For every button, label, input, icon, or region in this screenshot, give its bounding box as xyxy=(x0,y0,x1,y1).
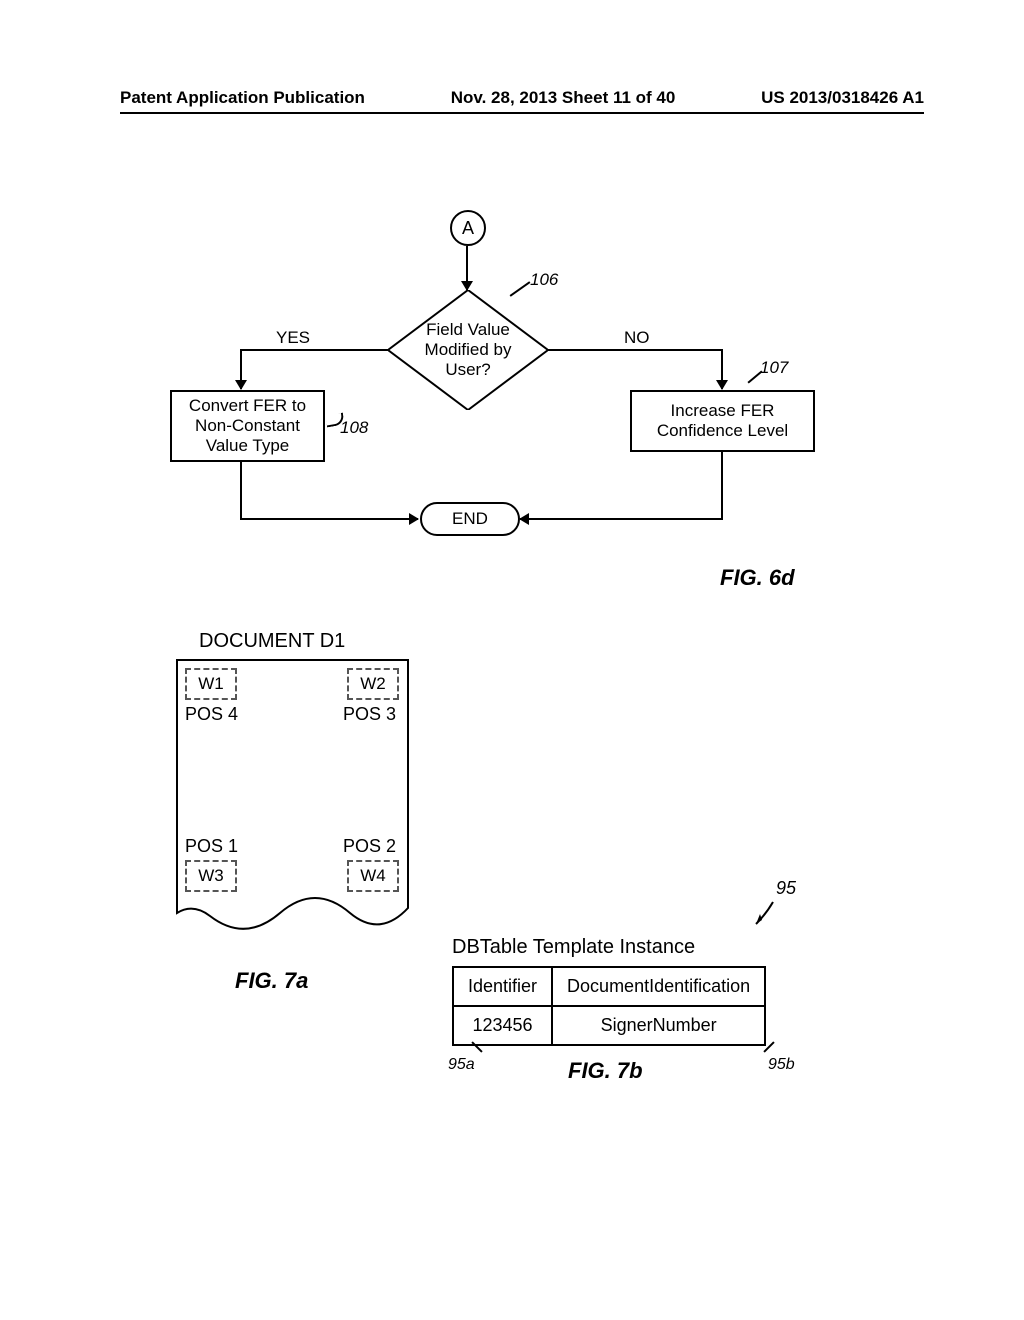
flow-edge-right-to-end-v xyxy=(721,452,723,520)
dbtable: Identifier DocumentIdentification 123456… xyxy=(452,966,766,1046)
flow-edge-left-to-end-h xyxy=(240,518,418,520)
figure-7a-caption: FIG. 7a xyxy=(235,968,308,994)
ref-arrow-95 xyxy=(748,900,778,930)
pos-label-1: POS 1 xyxy=(185,836,238,857)
figure-7a-title: DOCUMENT D1 xyxy=(199,630,345,653)
ref-label-107: 107 xyxy=(760,358,788,378)
header-center: Nov. 28, 2013 Sheet 11 of 40 xyxy=(451,88,676,108)
flow-edge-left-to-end-v xyxy=(240,462,242,520)
flow-edge-a-to-decision xyxy=(466,246,468,290)
pos-label-4: POS 4 xyxy=(185,704,238,725)
widget-w2: W2 xyxy=(347,668,399,700)
flow-process-right: Increase FER Confidence Level xyxy=(630,390,815,452)
widget-w1: W1 xyxy=(185,668,237,700)
flow-terminator-end: END xyxy=(420,502,520,536)
table-row: 123456 SignerNumber xyxy=(453,1006,765,1045)
table-row: Identifier DocumentIdentification xyxy=(453,967,765,1006)
table-cell: 123456 xyxy=(453,1006,552,1045)
pos-label-3: POS 3 xyxy=(343,704,396,725)
flow-process-left: Convert FER to Non-Constant Value Type xyxy=(170,390,325,462)
flow-edge-yes-label: YES xyxy=(272,328,314,348)
widget-w3: W3 xyxy=(185,860,237,892)
flow-connector-a: A xyxy=(450,210,486,246)
flow-decision-text: Field Value Modified by User? xyxy=(388,320,548,380)
ref-label-95b: 95b xyxy=(768,1056,795,1074)
ref-label-106: 106 xyxy=(530,270,558,290)
flow-edge-no-h xyxy=(548,349,723,351)
dbtable-title: DBTable Template Instance xyxy=(452,936,695,959)
figure-7b-table: 95 DBTable Template Instance Identifier … xyxy=(448,878,828,1098)
ref-label-108: 108 xyxy=(340,418,368,438)
flow-edge-no-v xyxy=(721,349,723,389)
figure-6d-caption: FIG. 6d xyxy=(720,565,795,591)
page-header: Patent Application Publication Nov. 28, … xyxy=(120,88,924,114)
flow-edge-right-to-end-h xyxy=(520,518,723,520)
table-cell: SignerNumber xyxy=(552,1006,765,1045)
figure-7b-caption: FIG. 7b xyxy=(568,1058,643,1084)
table-header-cell: DocumentIdentification xyxy=(552,967,765,1006)
flow-decision-node: Field Value Modified by User? xyxy=(388,290,548,410)
header-right: US 2013/0318426 A1 xyxy=(761,88,924,108)
flow-edge-yes-h xyxy=(240,349,388,351)
ref-label-95: 95 xyxy=(776,878,796,899)
flow-edge-yes-v xyxy=(240,349,242,389)
document-outline: W1 POS 4 W2 POS 3 POS 1 W3 POS 2 W4 xyxy=(175,658,410,938)
flow-edge-no-label: NO xyxy=(620,328,654,348)
table-header-cell: Identifier xyxy=(453,967,552,1006)
figure-6d-flowchart: A Field Value Modified by User? 106 YES … xyxy=(200,210,830,555)
widget-w4: W4 xyxy=(347,860,399,892)
figure-7a-document: DOCUMENT D1 W1 POS 4 W2 POS 3 POS 1 W3 P… xyxy=(175,630,410,990)
ref-label-95a: 95a xyxy=(448,1056,475,1074)
patent-figure-page: Patent Application Publication Nov. 28, … xyxy=(0,0,1024,1320)
pos-label-2: POS 2 xyxy=(343,836,396,857)
header-left: Patent Application Publication xyxy=(120,88,365,108)
